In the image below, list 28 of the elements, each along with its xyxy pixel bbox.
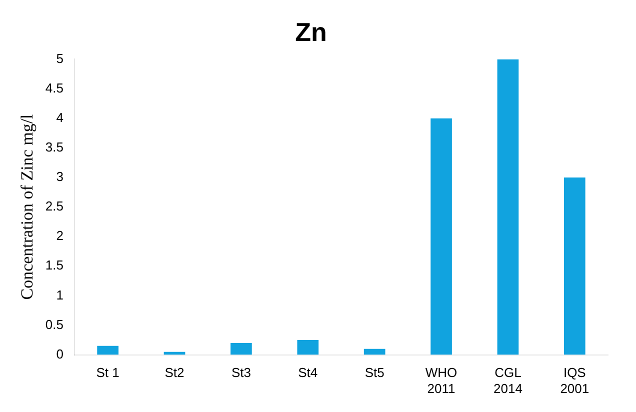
x-tick-label: St4: [298, 365, 318, 380]
y-tick-label: 4: [56, 110, 64, 125]
x-tick-label: St 1: [96, 365, 120, 380]
y-tick-label: 0: [56, 346, 64, 362]
bar: [497, 59, 519, 355]
x-tick-label: St2: [164, 365, 184, 380]
x-tick-label: IQS 2001: [560, 365, 590, 396]
y-tick-label: 3.5: [45, 139, 64, 154]
bar: [230, 342, 252, 355]
bar: [430, 118, 452, 355]
bar: [364, 348, 386, 355]
x-tick-label: St5: [364, 365, 384, 380]
bar: [564, 177, 586, 355]
y-tick-label: 0.5: [45, 316, 64, 332]
y-tick-label: 1: [56, 287, 64, 302]
y-tick-label: 3: [56, 169, 64, 184]
chart-title: Zn: [295, 16, 327, 47]
y-tick-label: 2.5: [45, 198, 64, 214]
y-tick-label: 4.5: [45, 80, 64, 96]
bar: [97, 346, 118, 355]
x-tick-label: CGL 2014: [494, 365, 522, 396]
x-tick-label: WHO 2011: [425, 365, 458, 396]
y-tick-label: 1.5: [45, 258, 64, 273]
bar: [297, 340, 319, 355]
y-tick-label: 5: [56, 50, 64, 66]
y-axis-title: Concentration of Zinc mg/l: [18, 114, 37, 300]
x-tick-label: St3: [231, 365, 251, 380]
y-tick-label: 2: [56, 228, 64, 244]
